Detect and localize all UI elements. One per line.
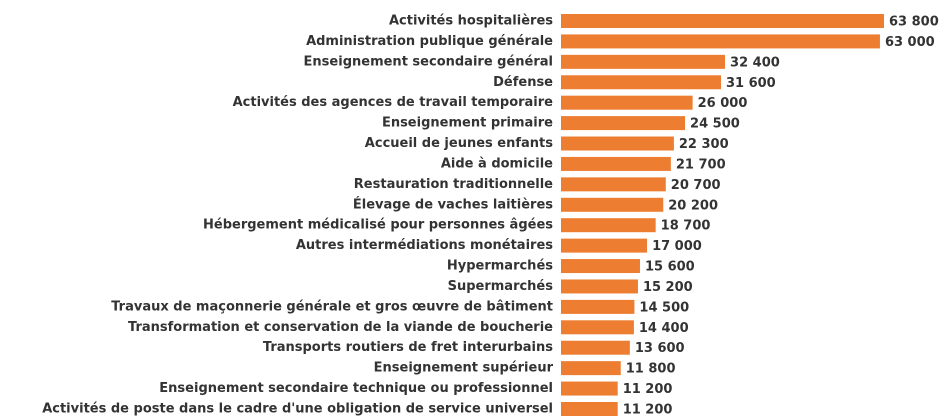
value-label: 17 000 <box>652 239 702 254</box>
category-label: Transports routiers de fret interurbains <box>263 340 553 355</box>
category-label: Enseignement supérieur <box>374 361 554 376</box>
value-label: 15 600 <box>645 260 695 275</box>
bar <box>561 156 671 171</box>
bar <box>561 279 638 294</box>
value-label: 11 200 <box>623 382 673 397</box>
bar <box>561 238 648 253</box>
category-label: Autres intermédiations monétaires <box>296 238 553 253</box>
value-label: 14 500 <box>639 300 689 315</box>
category-label: Accueil de jeunes enfants <box>365 136 553 151</box>
bar <box>561 95 693 110</box>
bar <box>561 218 656 233</box>
bar <box>561 320 634 335</box>
bar <box>561 54 726 69</box>
value-label: 18 700 <box>661 219 711 234</box>
value-label: 11 200 <box>623 402 673 417</box>
value-label: 14 400 <box>639 321 689 336</box>
bar <box>561 14 884 28</box>
category-label: Hypermarchés <box>447 259 553 274</box>
bar <box>561 381 618 396</box>
category-label: Activités hospitalières <box>389 14 553 29</box>
category-label: Restauration traditionnelle <box>354 177 553 192</box>
value-label: 15 200 <box>643 280 693 295</box>
value-label: 13 600 <box>635 341 685 356</box>
value-label: 21 700 <box>676 157 726 172</box>
value-label: 32 400 <box>730 55 780 70</box>
bar <box>561 401 618 416</box>
bar <box>561 197 664 212</box>
category-label: Supermarchés <box>448 279 554 294</box>
bar <box>561 361 621 376</box>
category-label: Défense <box>493 75 553 90</box>
category-label: Enseignement primaire <box>382 116 553 131</box>
category-label: Hébergement médicalisé pour personnes âg… <box>203 218 553 233</box>
value-label: 31 600 <box>726 76 776 91</box>
value-label: 22 300 <box>679 137 729 152</box>
category-label: Élevage de vaches laitières <box>353 196 553 212</box>
bar <box>561 75 721 90</box>
bar <box>561 177 666 192</box>
bar <box>561 34 880 49</box>
category-label: Travaux de maçonnerie générale et gros œ… <box>111 299 553 314</box>
value-label: 24 500 <box>690 117 740 132</box>
value-label: 63 800 <box>889 15 939 30</box>
bar <box>561 116 686 131</box>
value-label: 11 800 <box>626 362 676 377</box>
value-label: 20 200 <box>668 198 718 213</box>
value-label: 20 700 <box>671 178 721 193</box>
category-label: Administration publique générale <box>306 34 553 49</box>
category-label: Transformation et conservation de la via… <box>128 320 553 335</box>
bar <box>561 340 630 355</box>
bar <box>561 299 635 314</box>
category-label: Aide à domicile <box>441 156 553 171</box>
category-label: Activités des agences de travail tempora… <box>233 95 554 110</box>
value-label: 26 000 <box>698 96 748 111</box>
bar <box>561 259 640 274</box>
category-label: Enseignement secondaire général <box>304 54 553 69</box>
category-label: Activités de poste dans le cadre d'une o… <box>42 401 553 416</box>
bar <box>561 136 674 151</box>
value-label: 63 000 <box>885 35 935 50</box>
category-label: Enseignement secondaire technique ou pro… <box>159 381 553 396</box>
